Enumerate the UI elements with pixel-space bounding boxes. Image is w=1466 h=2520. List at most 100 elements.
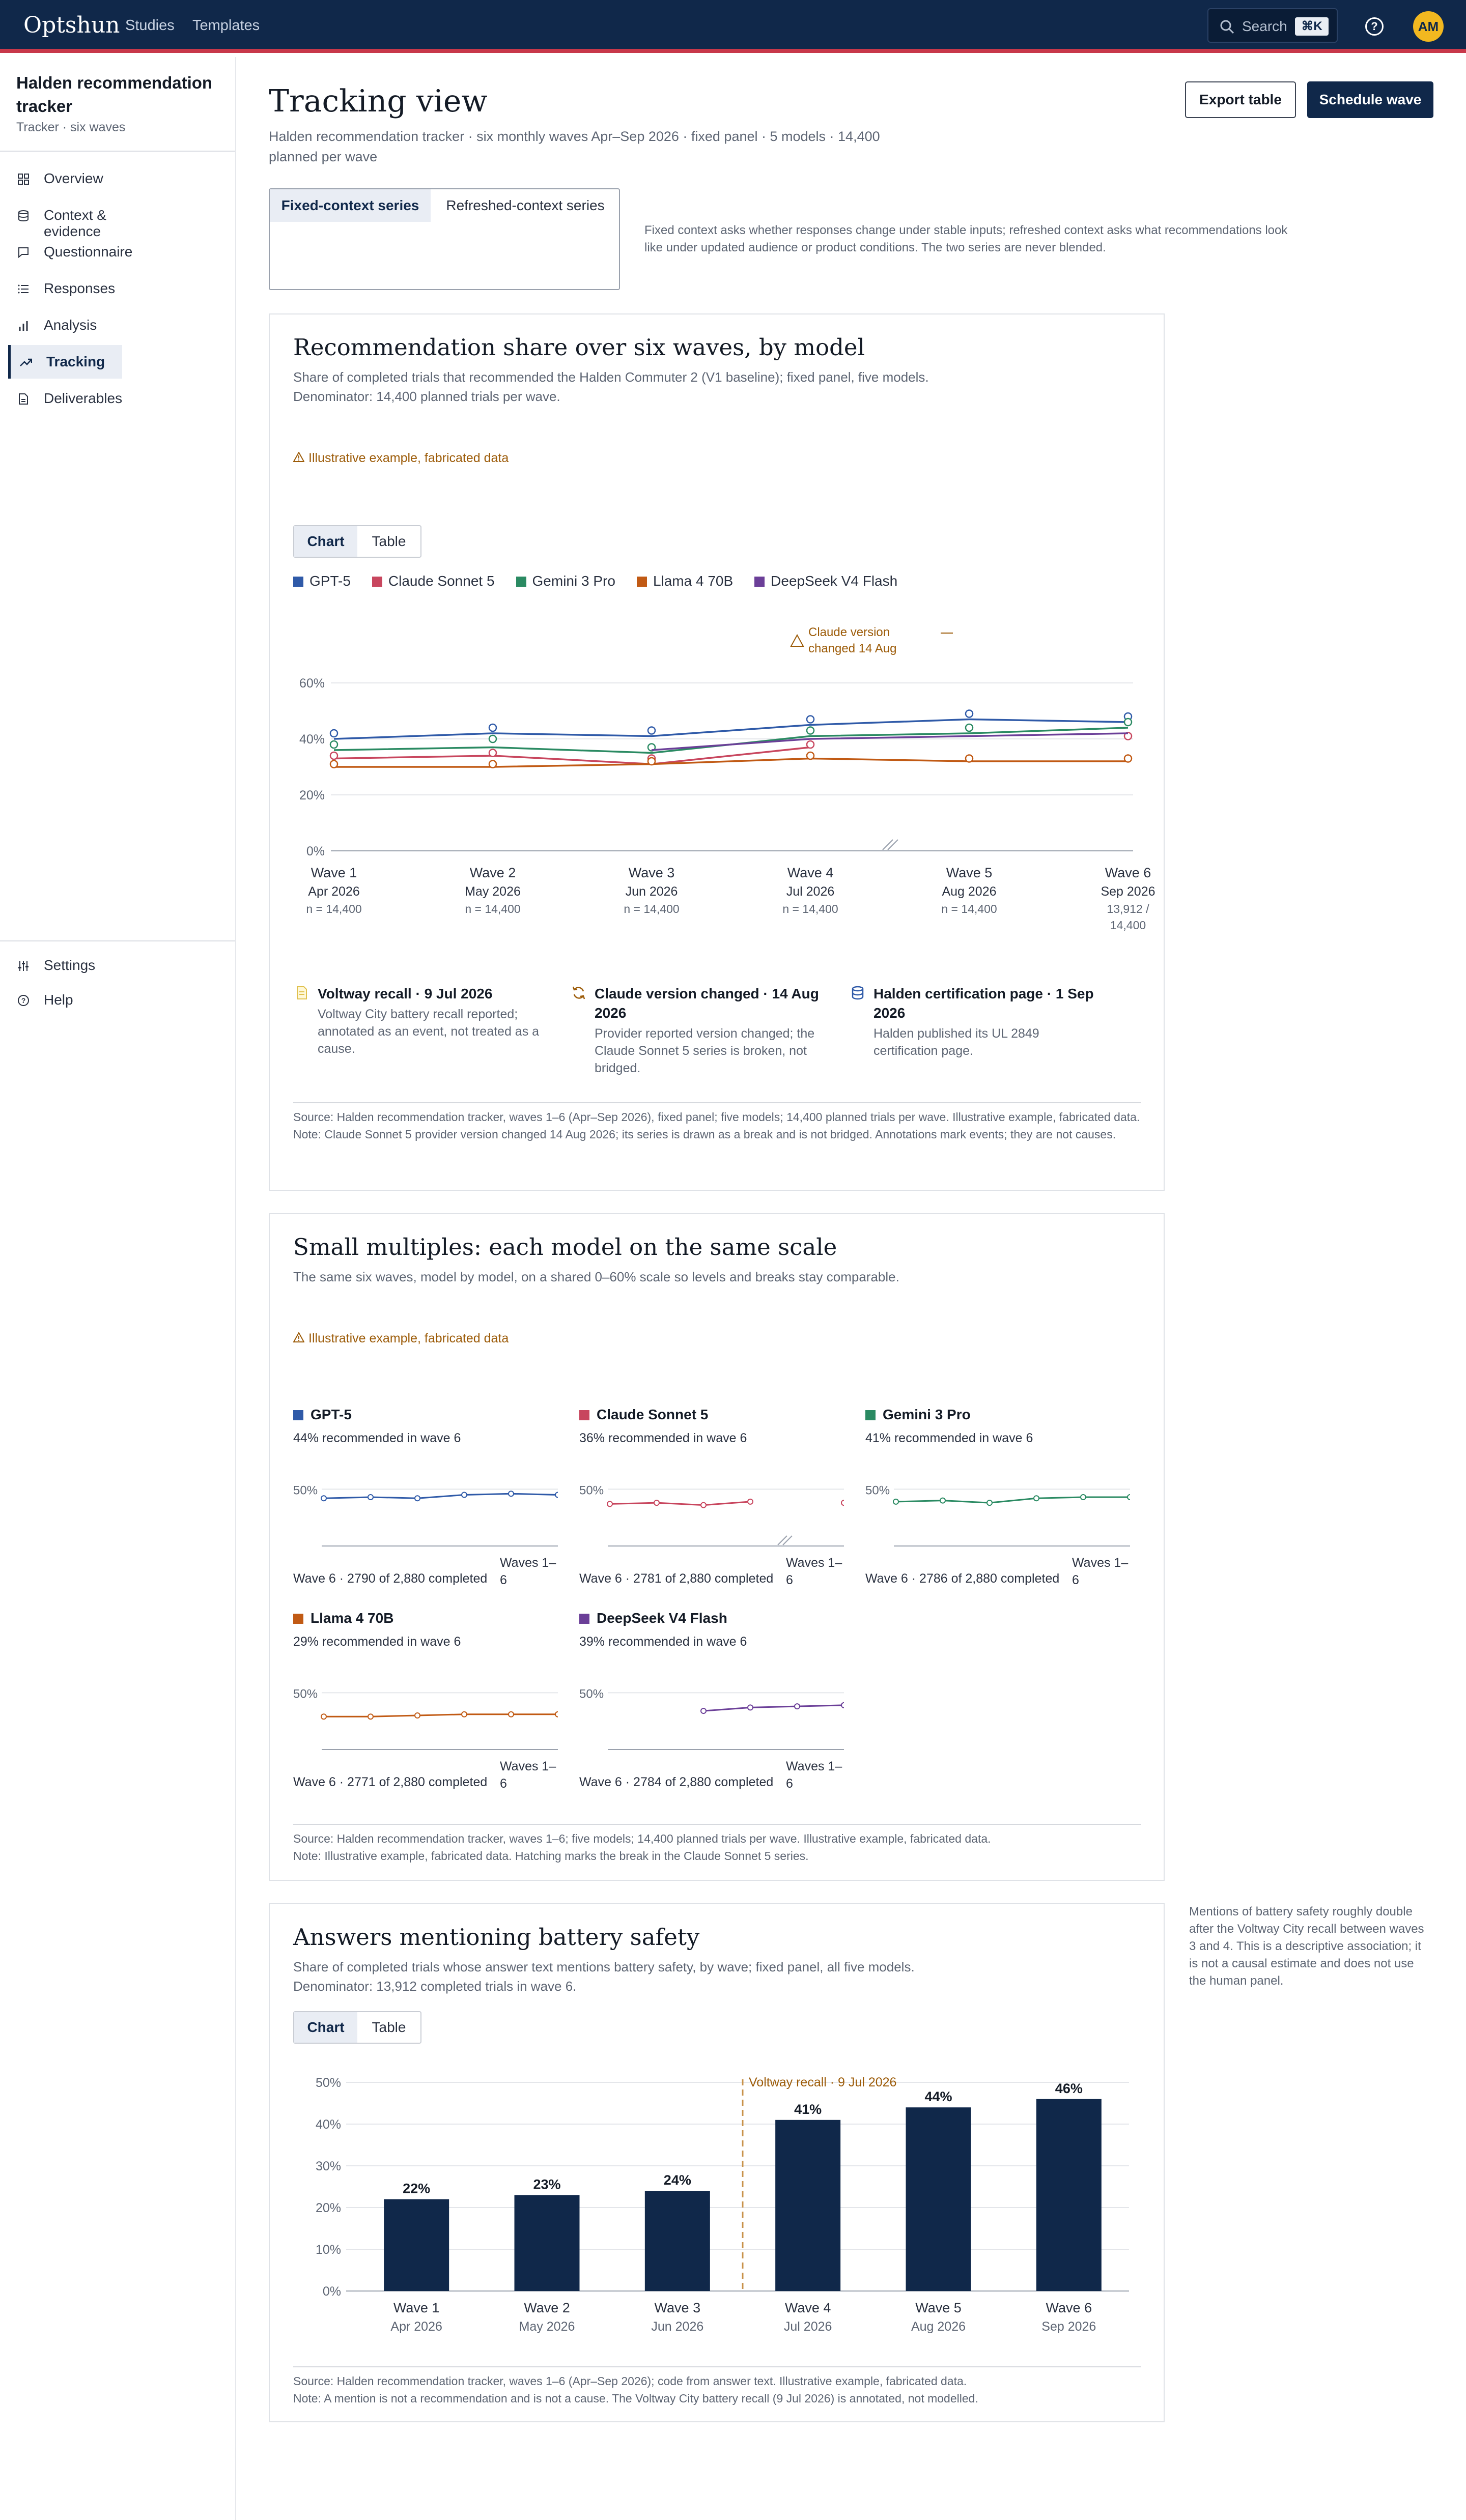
- data-point: [414, 1712, 420, 1719]
- battery-safety-chart: 0% 10% 20% 30% 40% 50% 22% Wave 1 Apr 2026 23% Wav…: [316, 2075, 1129, 2334]
- card-title: Small multiples: each model on the same …: [293, 1234, 837, 1261]
- data-point: [607, 1501, 613, 1507]
- sidebar-item-label: Responses: [44, 280, 116, 296]
- annotation-voltway: Voltway recall · 9 Jul 2026 Voltway City…: [293, 984, 548, 1057]
- series-tabs: Fixed-context series Refreshed-context s…: [269, 188, 620, 290]
- top-bar: Optshun Studies Templates Search ⌘K ? AM: [0, 0, 1466, 53]
- break-hatch: [782, 1535, 793, 1545]
- toggle-chart[interactable]: Chart: [294, 526, 357, 557]
- tab-fixed-context[interactable]: Fixed-context series: [270, 189, 431, 222]
- series-tabs-note: Fixed context asks whether responses cha…: [644, 223, 1288, 254]
- database-icon: [18, 210, 29, 222]
- database-icon: [852, 986, 864, 1000]
- series-line: [323, 1493, 558, 1499]
- source-text: Source: Halden recommendation tracker, w…: [293, 1110, 1140, 1124]
- nav-studies[interactable]: Studies: [125, 17, 175, 34]
- card-title: Answers mentioning battery safety: [293, 1924, 700, 1951]
- data-point: [700, 1502, 707, 1508]
- annotation-body: Halden published its UL 2849 certificati…: [873, 1026, 1039, 1058]
- data-point: [368, 1713, 374, 1720]
- tab-refreshed-context[interactable]: Refreshed-context series: [446, 197, 605, 213]
- sidebar-item-overview[interactable]: Overview: [8, 162, 122, 195]
- data-point: [488, 723, 497, 732]
- toggle-table[interactable]: Table: [372, 533, 406, 549]
- illustrative-warning: Illustrative example, fabricated data: [293, 451, 509, 466]
- toggle-chart[interactable]: Chart: [294, 2012, 357, 2043]
- y-tick-label: 20%: [299, 788, 325, 803]
- x-tick-date: Aug 2026: [942, 884, 996, 899]
- chart-annotation-label: Claude version: [808, 625, 890, 639]
- sidebar-item-label: Deliverables: [44, 390, 123, 406]
- sidebar-item-label: Settings: [44, 957, 96, 973]
- sidebar-item-help[interactable]: ? Help: [8, 983, 122, 1017]
- sliders-icon: [18, 961, 29, 971]
- x-tick-date: Jul 2026: [784, 2319, 832, 2334]
- schedule-wave-button[interactable]: Schedule wave: [1307, 81, 1433, 118]
- data-point: [329, 740, 339, 749]
- sidebar-item-deliverables[interactable]: Deliverables: [8, 382, 122, 415]
- data-point: [806, 740, 815, 749]
- x-tick-date: May 2026: [519, 2319, 575, 2334]
- data-point: [654, 1500, 660, 1506]
- toggle-table[interactable]: Table: [372, 2019, 406, 2035]
- series-line: [609, 1501, 751, 1506]
- sidebar-item-analysis[interactable]: Analysis: [8, 308, 122, 342]
- help-icon[interactable]: ?: [1365, 17, 1384, 36]
- multiple-title: DeepSeek V4 Flash: [579, 1610, 727, 1626]
- y-tick-label: 40%: [316, 2117, 341, 2132]
- legend-item: GPT-5: [293, 573, 351, 589]
- x-tick-n: n = 14,400: [782, 902, 838, 915]
- bar-value-label: 24%: [664, 2172, 691, 2188]
- multiple-stat: 36% recommended in wave 6: [579, 1431, 747, 1445]
- x-tick-date: Apr 2026: [308, 884, 359, 899]
- sidebar-item-label: Analysis: [44, 317, 97, 333]
- help-icon: ?: [18, 995, 29, 1006]
- sidebar-item-responses[interactable]: Responses: [8, 272, 122, 305]
- page-subtitle: Halden recommendation tracker · six mont…: [269, 129, 880, 164]
- multiple-title: GPT-5: [293, 1407, 352, 1423]
- sidebar-item-context[interactable]: Context & evidence: [8, 198, 122, 239]
- y-tick-label: 0%: [323, 2284, 341, 2299]
- data-point: [508, 1711, 514, 1717]
- data-point: [794, 1703, 800, 1710]
- data-point: [488, 760, 497, 768]
- y-tick-label: 20%: [316, 2201, 341, 2215]
- bar: [1036, 2099, 1102, 2291]
- data-point: [806, 715, 815, 724]
- multiple-title: Gemini 3 Pro: [865, 1407, 971, 1423]
- data-point: [488, 734, 497, 743]
- recommendation-share-card: Recommendation share over six waves, by …: [269, 313, 1165, 1191]
- card-denominator: Denominator: 14,400 planned trials per w…: [293, 389, 560, 404]
- data-point: [1123, 754, 1133, 763]
- annotation-title: Halden certification page · 1 Sep 2026: [873, 986, 1094, 1021]
- x-tick-date: May 2026: [465, 884, 521, 899]
- y-tick-label: 40%: [299, 732, 325, 747]
- legend-item: Gemini 3 Pro: [516, 573, 615, 589]
- annotation-claude-version: Claude version changed · 14 Aug 2026 Pro…: [570, 984, 825, 1077]
- sidebar-item-tracking[interactable]: Tracking: [8, 345, 122, 379]
- bar: [514, 2195, 580, 2291]
- project-title: Halden recommendation tracker: [16, 73, 213, 116]
- y-tick-label: 30%: [316, 2159, 341, 2173]
- x-tick-label: Wave 2: [524, 2300, 570, 2315]
- nav-templates[interactable]: Templates: [192, 17, 260, 34]
- x-tick-label: Wave 5: [915, 2300, 962, 2315]
- x-tick-n: 14,400: [1110, 919, 1146, 932]
- search-box[interactable]: Search ⌘K: [1207, 8, 1338, 43]
- app-logo[interactable]: Optshun: [23, 12, 120, 38]
- data-point: [806, 751, 815, 760]
- x-tick-label: Wave 3: [629, 865, 675, 880]
- legend-item: Claude Sonnet 5: [372, 573, 495, 589]
- avatar[interactable]: AM: [1413, 11, 1444, 42]
- grid-icon: [18, 174, 29, 185]
- card-footnote: Source: Halden recommendation tracker, w…: [293, 2366, 1141, 2407]
- bar: [906, 2107, 971, 2291]
- export-table-button[interactable]: Export table: [1185, 81, 1296, 118]
- y-tick-label: 50%: [293, 1483, 318, 1497]
- series-line: [895, 1496, 1130, 1504]
- sidebar-item-settings[interactable]: Settings: [8, 949, 122, 982]
- data-point: [965, 723, 974, 732]
- data-point: [647, 757, 656, 766]
- sidebar-item-questionnaire[interactable]: Questionnaire: [8, 235, 132, 269]
- data-point: [321, 1713, 327, 1720]
